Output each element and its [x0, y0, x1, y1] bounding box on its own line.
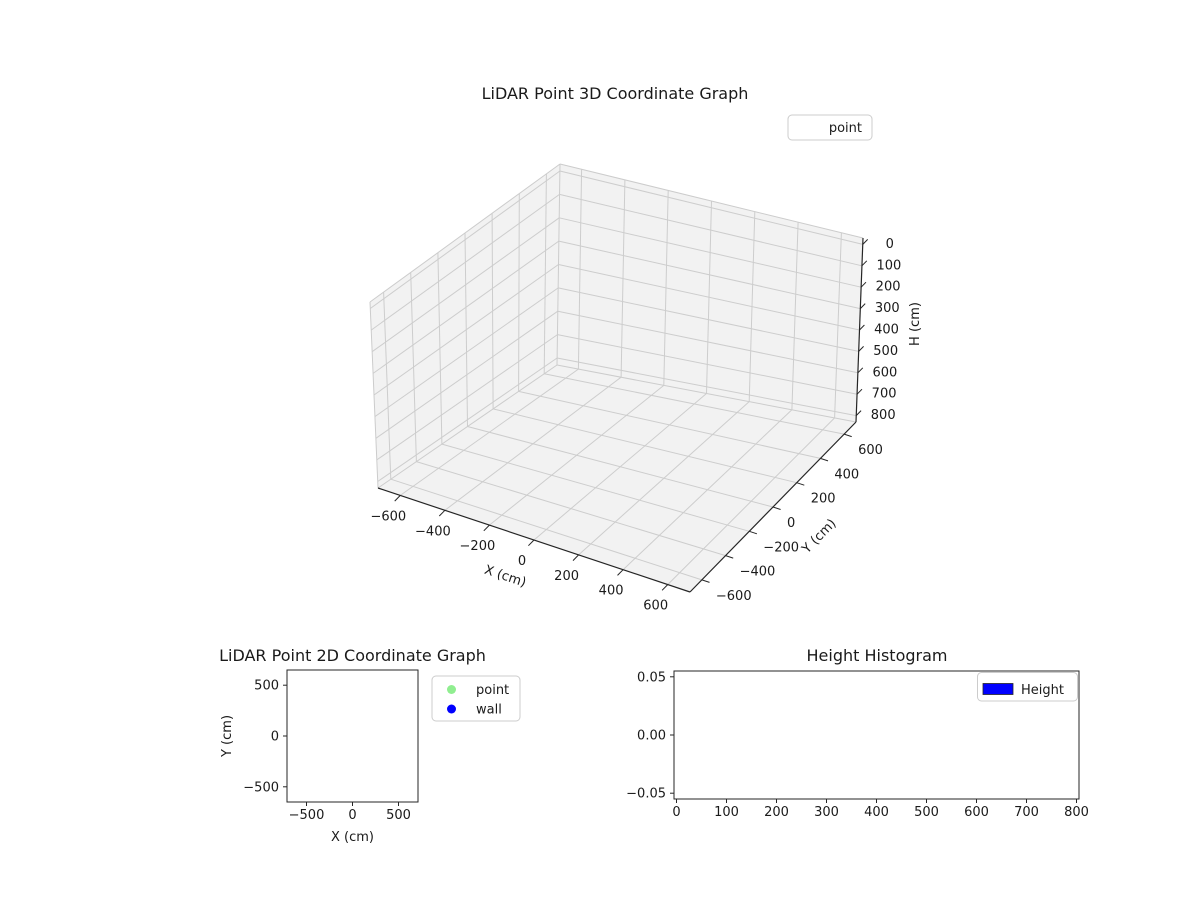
- hist-tick-marks: [670, 676, 1077, 803]
- svg-text:−400: −400: [415, 524, 451, 539]
- svg-text:0: 0: [271, 730, 279, 745]
- svg-text:−500: −500: [243, 780, 279, 795]
- svg-text:400: 400: [834, 467, 859, 482]
- plot-2d-axes: −500 0 500 500 0 −500: [243, 669, 419, 823]
- pane-wall-right: [557, 164, 863, 422]
- svg-text:0.00: 0.00: [637, 729, 666, 744]
- svg-text:200: 200: [764, 805, 789, 820]
- plot2d-tick-marks: [283, 684, 399, 806]
- svg-text:100: 100: [714, 805, 739, 820]
- plot2d-spines: [286, 669, 419, 803]
- legend-label-height: Height: [1021, 683, 1064, 698]
- pane-floor: [378, 365, 856, 592]
- svg-text:200: 200: [811, 492, 836, 507]
- svg-text:0: 0: [886, 237, 894, 252]
- plot-3d-axes: −600 −400 −200 0 200 400 600 −600 −400 −200 0 200 40…: [369, 163, 901, 614]
- svg-text:800: 800: [871, 408, 896, 423]
- svg-text:−500: −500: [289, 808, 325, 823]
- plot-histogram: 0 100 200 300 400 500 600 700 800 0.05 0.00 −0.05 H…: [626, 646, 1089, 820]
- plot-3d-ylabel: Y (cm): [799, 516, 840, 557]
- svg-text:500: 500: [873, 344, 898, 359]
- svg-text:0: 0: [348, 808, 356, 823]
- histogram-legend: Height: [977, 672, 1078, 702]
- svg-text:300: 300: [814, 805, 839, 820]
- plot-3d-title: LiDAR Point 3D Coordinate Graph: [482, 84, 749, 103]
- svg-text:400: 400: [864, 805, 889, 820]
- plot-2d-xlabel: X (cm): [331, 830, 374, 845]
- svg-text:800: 800: [1064, 805, 1089, 820]
- plot2d-tick-labels: −500 0 500 500 0 −500: [243, 679, 411, 823]
- svg-text:700: 700: [872, 387, 897, 402]
- grid-3d: [370, 169, 863, 585]
- svg-text:600: 600: [872, 365, 897, 380]
- legend-marker-point: [447, 685, 456, 694]
- plot-2d-title: LiDAR Point 2D Coordinate Graph: [219, 646, 486, 665]
- svg-text:−600: −600: [716, 589, 752, 604]
- svg-text:0: 0: [518, 554, 526, 569]
- svg-text:200: 200: [554, 569, 579, 584]
- svg-text:−0.05: −0.05: [626, 787, 666, 802]
- legend-label-point: point: [829, 121, 862, 136]
- svg-text:700: 700: [1014, 805, 1039, 820]
- svg-text:100: 100: [876, 258, 901, 273]
- plot-2d-legend: point wall: [431, 675, 521, 722]
- svg-text:−200: −200: [763, 540, 799, 555]
- svg-text:−200: −200: [460, 539, 496, 554]
- svg-text:500: 500: [914, 805, 939, 820]
- plot-3d-legend: point: [787, 114, 873, 141]
- tick-labels-3d: −600 −400 −200 0 200 400 600 −600 −400 −200 0 200 40…: [370, 237, 901, 614]
- tick-marks-3d: [394, 239, 869, 591]
- plot-3d-zlabel: H (cm): [908, 302, 923, 346]
- svg-text:600: 600: [858, 443, 883, 458]
- svg-text:0: 0: [672, 805, 680, 820]
- cube-edges: [369, 163, 864, 489]
- plot-3d: −600 −400 −200 0 200 400 600 −600 −400 −200 0 200 40…: [369, 84, 923, 614]
- svg-text:600: 600: [643, 599, 668, 614]
- plot-2d: −500 0 500 500 0 −500 LiDAR Point 2D Coordina…: [219, 646, 521, 845]
- legend-handle-height: [982, 683, 1014, 695]
- histogram-axes: 0 100 200 300 400 500 600 700 800 0.05 0.00 −0.05: [626, 670, 1089, 820]
- plot-2d-ylabel: Y (cm): [220, 715, 235, 758]
- svg-text:300: 300: [875, 301, 900, 316]
- svg-text:400: 400: [599, 584, 624, 599]
- legend-marker-wall: [447, 704, 456, 714]
- svg-text:400: 400: [874, 323, 899, 338]
- svg-text:−600: −600: [370, 509, 406, 524]
- svg-text:500: 500: [386, 808, 411, 823]
- histogram-title: Height Histogram: [807, 646, 948, 665]
- legend-label-wall: wall: [476, 703, 502, 718]
- hist-tick-labels: 0 100 200 300 400 500 600 700 800 0.05 0.00 −0.05: [626, 670, 1089, 820]
- pane-wall-left: [370, 164, 560, 488]
- legend-box: [787, 114, 873, 141]
- legend-label-point: point: [476, 683, 509, 698]
- svg-text:200: 200: [876, 280, 901, 295]
- svg-text:0: 0: [787, 516, 795, 531]
- svg-text:600: 600: [964, 805, 989, 820]
- svg-text:−400: −400: [740, 565, 776, 580]
- svg-text:0.05: 0.05: [637, 670, 666, 685]
- svg-text:500: 500: [254, 679, 279, 694]
